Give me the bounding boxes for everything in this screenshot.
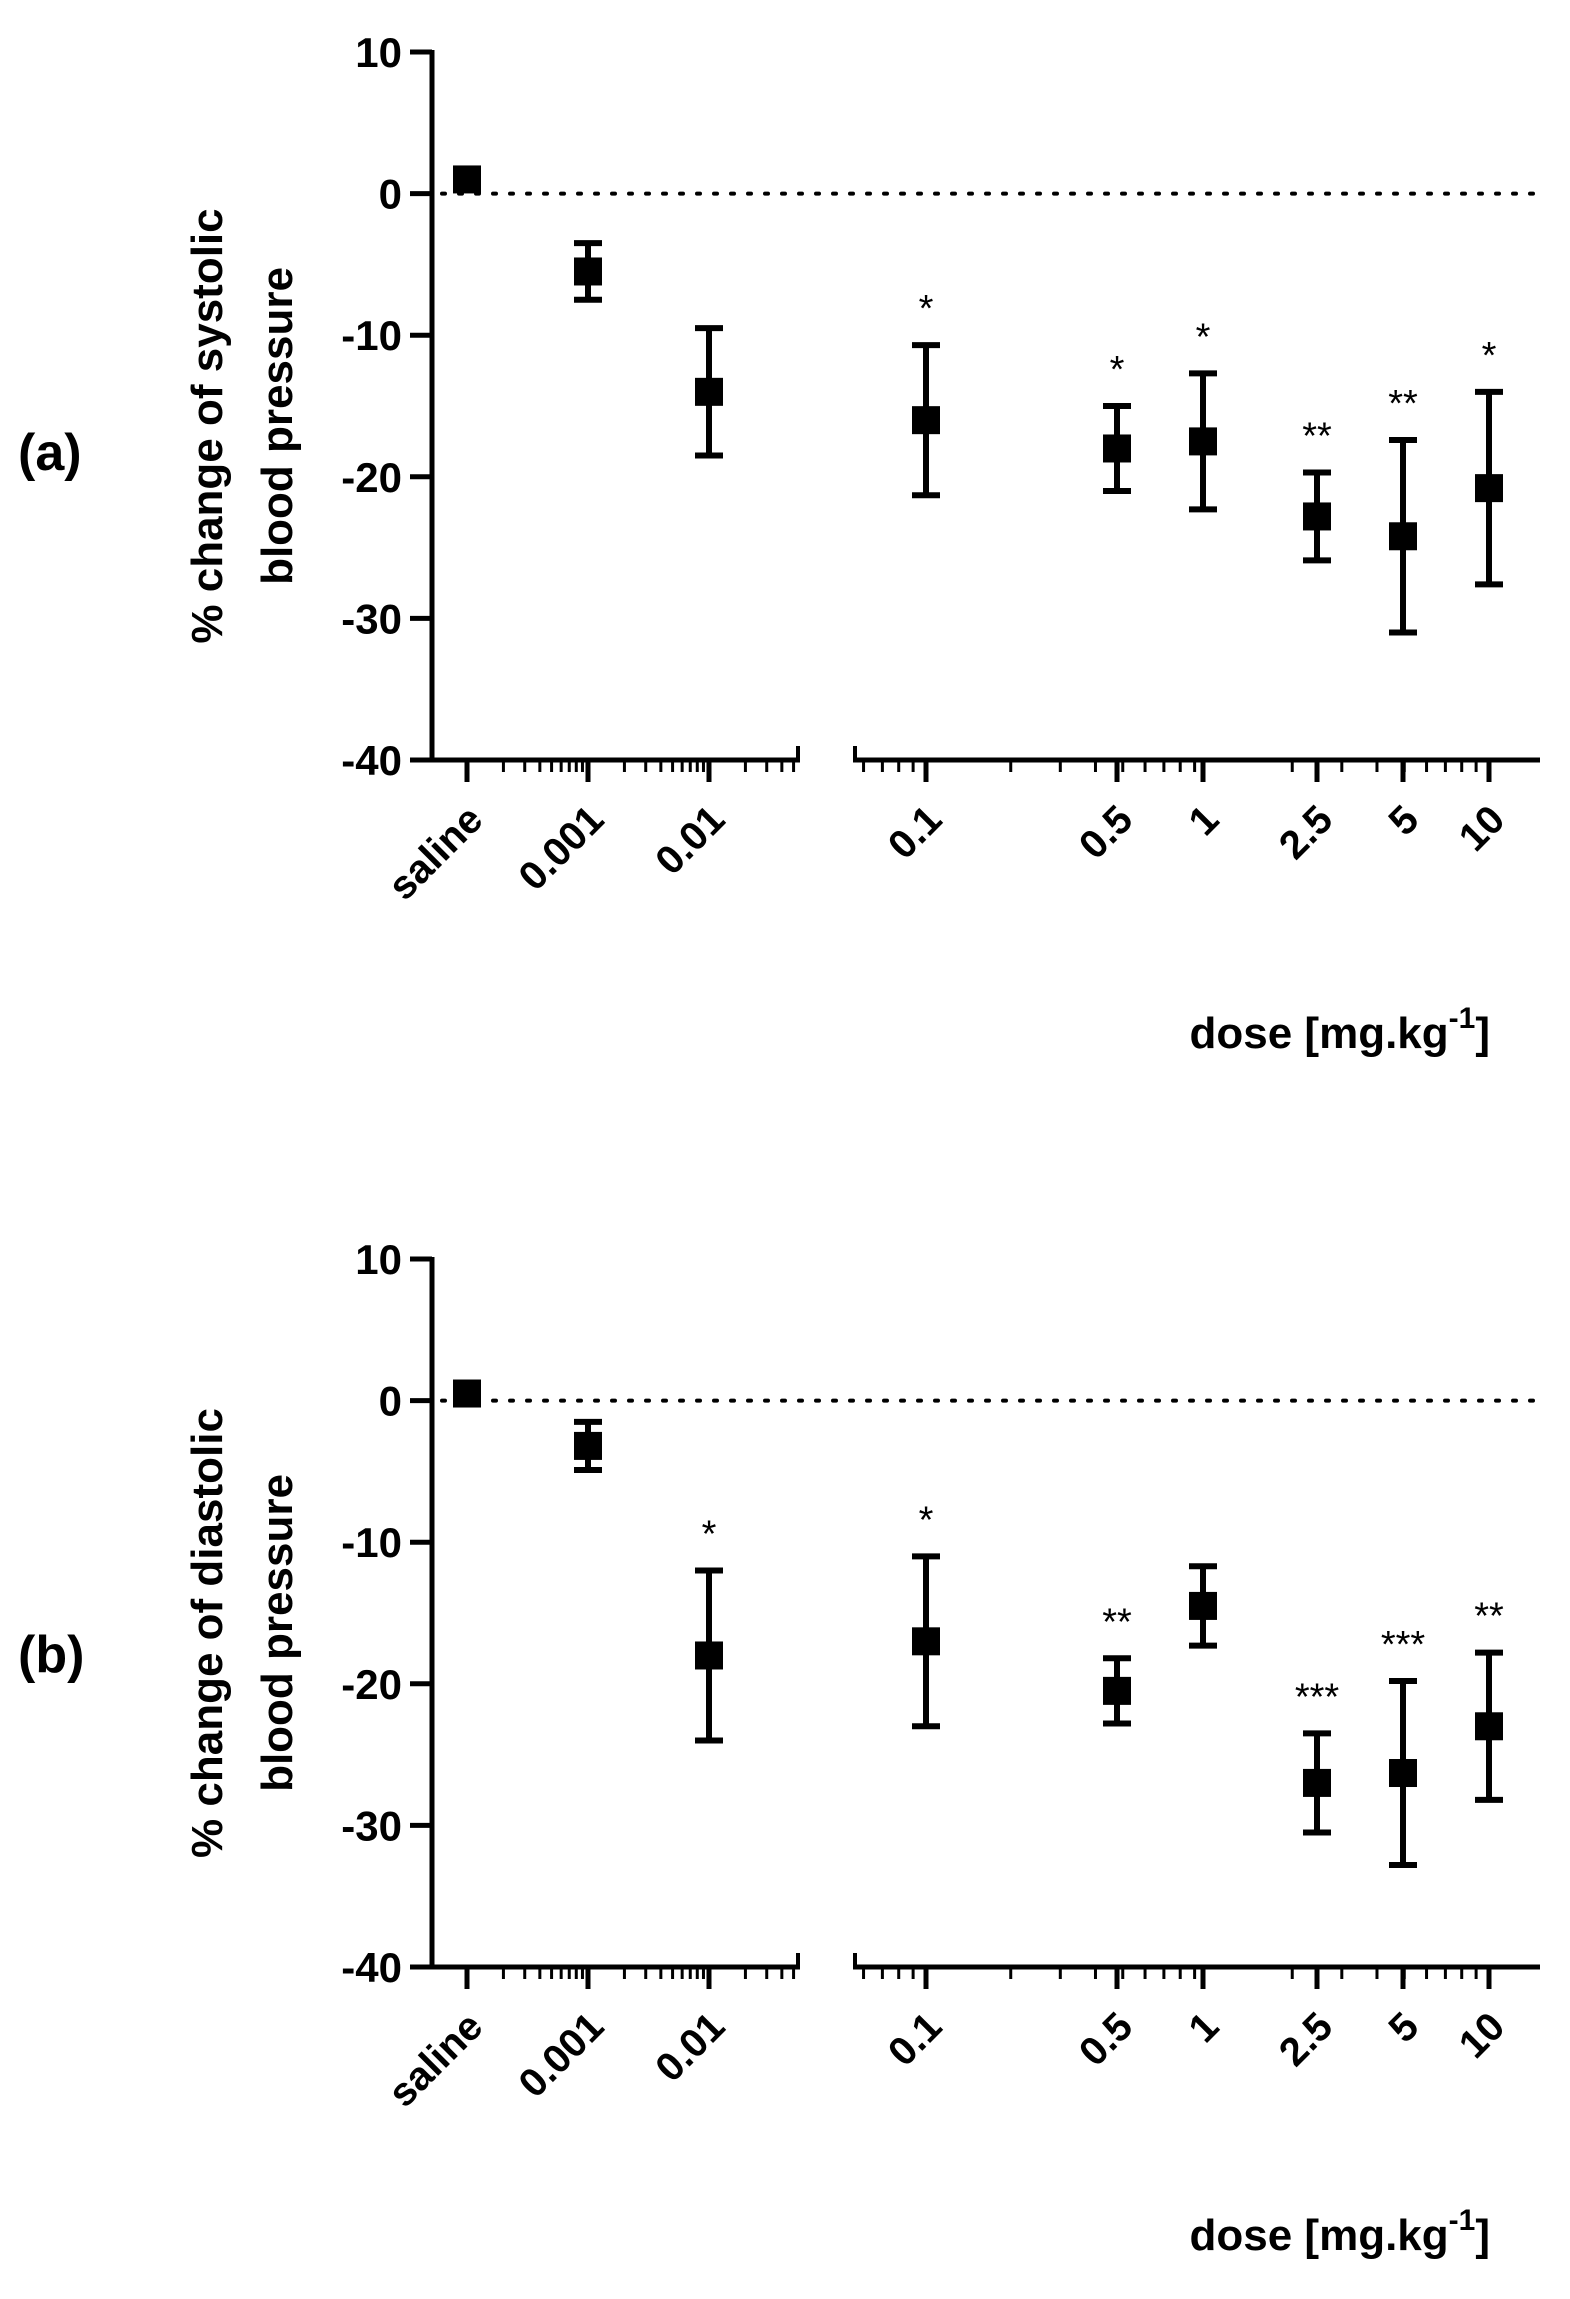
data-point-0.01: 0.01 * (647, 1514, 733, 2091)
y-tick-label: -40 (341, 1944, 402, 1991)
data-point-saline: saline (380, 1379, 491, 2116)
marker-square (1103, 1676, 1131, 1705)
x-tick-label: 0.01 (647, 2004, 733, 2090)
panel-b: (b)% change of diastolic blood pressure10… (18, 1236, 1542, 2260)
x-axis-title-main: dose [mg.kg (1190, 2211, 1449, 2260)
marker-square (1303, 1768, 1331, 1797)
marker-square (695, 377, 723, 406)
marker-square (1389, 522, 1417, 551)
panel-label: (a) (18, 424, 82, 482)
marker-square (574, 257, 602, 286)
significance-label: * (919, 1499, 934, 1541)
x-tick-label: 0.1 (880, 797, 950, 867)
data-point-5: 5 *** (1381, 1624, 1428, 2051)
marker-square (1303, 502, 1331, 531)
y-axis-title-line2: blood pressure (253, 267, 302, 585)
data-point-0.1: 0.1 * (880, 1499, 950, 2074)
x-tick-label: 2.5 (1271, 797, 1341, 867)
y-tick-label: -30 (341, 595, 402, 642)
data-point-0.001: 0.001 (510, 1418, 612, 2106)
significance-label: ** (1388, 383, 1418, 425)
x-tick-label: 0.1 (880, 2004, 950, 2074)
x-tick-label: 0.001 (510, 2004, 612, 2106)
significance-label: ** (1102, 1601, 1132, 1643)
marker-square (453, 1379, 481, 1408)
y-tick-label: -20 (341, 454, 402, 501)
x-axis-title-main: dose [mg.kg (1190, 1009, 1449, 1058)
data-point-0.001: 0.001 (510, 240, 612, 899)
data-point-0.01: 0.01 (647, 325, 733, 883)
panel-label: (b) (18, 1626, 84, 1684)
data-point-0.5: 0.5 * (1071, 349, 1141, 868)
x-axis-title-close: ] (1475, 1009, 1490, 1058)
marker-square (1475, 474, 1503, 503)
data-point-0.1: 0.1 * (880, 288, 950, 868)
significance-label: * (1110, 349, 1125, 391)
significance-label: * (702, 1514, 717, 1556)
marker-square (1189, 1591, 1217, 1620)
y-tick-label: -10 (341, 1519, 402, 1566)
significance-label: ** (1302, 416, 1332, 458)
y-axis-title-line2: blood pressure (253, 1474, 302, 1792)
x-tick-label: 0.01 (647, 797, 733, 883)
x-axis-title-superscript: -1 (1449, 1002, 1476, 1035)
marker-square (912, 406, 940, 435)
data-point-10: 10 * (1451, 335, 1514, 860)
data-point-2.5: 2.5 *** (1271, 1676, 1341, 2074)
x-tick-label: 0.001 (510, 797, 612, 899)
x-tick-label: saline (380, 797, 491, 908)
significance-label: * (919, 288, 934, 330)
y-tick-label: 10 (355, 29, 402, 76)
x-axis-title: dose [mg.kg-1] (1190, 1002, 1491, 1058)
marker-square (453, 165, 481, 194)
y-tick-label: -10 (341, 312, 402, 359)
marker-square (1389, 1759, 1417, 1788)
y-axis-title-line1: % change of systolic (183, 208, 232, 643)
marker-square (1189, 427, 1217, 456)
marker-square (695, 1641, 723, 1670)
y-tick-label: 10 (355, 1236, 402, 1283)
x-tick-label: 10 (1451, 2004, 1514, 2067)
data-point-2.5: 2.5 ** (1271, 416, 1341, 868)
x-axis-title: dose [mg.kg-1] (1190, 2204, 1491, 2260)
significance-label: *** (1295, 1676, 1340, 1718)
x-axis-title-close: ] (1475, 2211, 1490, 2260)
x-tick-label: 0.5 (1071, 2004, 1141, 2074)
y-tick-label: -40 (341, 737, 402, 784)
x-axis-title-superscript: -1 (1449, 2204, 1476, 2237)
y-tick-label: 0 (379, 171, 402, 218)
data-point-1: 1 (1181, 1563, 1228, 2051)
x-tick-label: saline (380, 2004, 491, 2115)
marker-square (1103, 434, 1131, 463)
x-tick-label: 5 (1381, 2004, 1428, 2051)
x-tick-label: 1 (1181, 2004, 1228, 2051)
data-point-10: 10 ** (1451, 1596, 1514, 2067)
panel-a: (a)% change of systolic blood pressure100… (18, 29, 1542, 1058)
y-tick-label: -20 (341, 1661, 402, 1708)
significance-label: * (1482, 335, 1497, 377)
data-point-saline: saline (380, 165, 491, 909)
x-tick-label: 10 (1451, 797, 1514, 860)
significance-label: * (1196, 316, 1211, 358)
x-tick-label: 1 (1181, 797, 1228, 844)
x-tick-label: 0.5 (1071, 797, 1141, 867)
marker-square (574, 1431, 602, 1460)
data-point-5: 5 ** (1381, 383, 1428, 844)
data-point-0.5: 0.5 ** (1071, 1601, 1141, 2074)
significance-label: *** (1381, 1624, 1426, 1666)
y-axis-title-line1: % change of diastolic (183, 1408, 232, 1858)
data-point-1: 1* (1181, 316, 1228, 844)
x-tick-label: 5 (1381, 797, 1428, 844)
significance-label: ** (1474, 1596, 1504, 1638)
y-tick-label: -30 (341, 1802, 402, 1849)
marker-square (912, 1627, 940, 1656)
y-tick-label: 0 (379, 1378, 402, 1425)
x-tick-label: 2.5 (1271, 2004, 1341, 2074)
marker-square (1475, 1712, 1503, 1741)
